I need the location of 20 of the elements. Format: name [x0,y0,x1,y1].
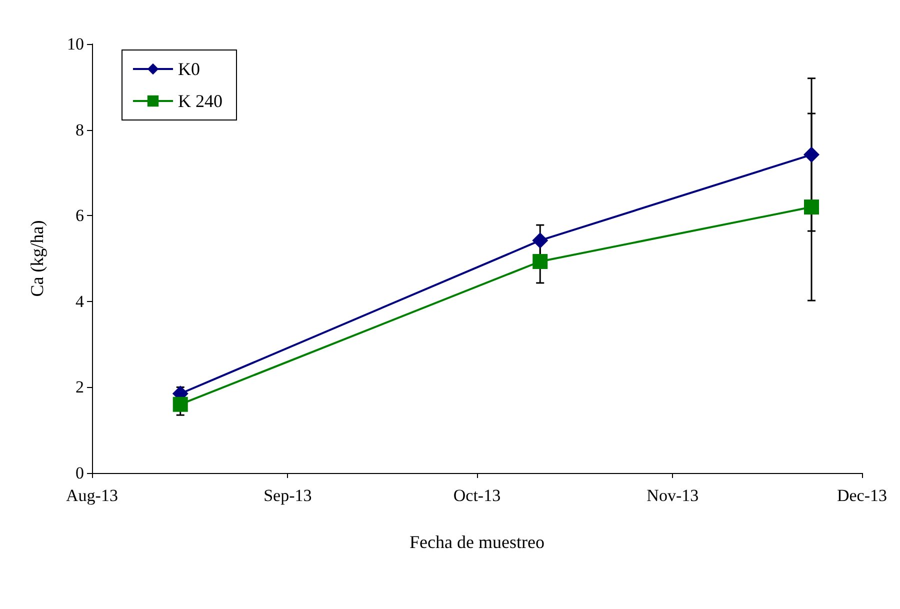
x-axis-title: Fecha de muestreo [410,532,544,552]
point [804,200,820,215]
point [804,146,820,163]
x-tick-label: Nov-13 [646,486,699,505]
y-tick-label: 2 [76,378,84,397]
x-tick-label: Sep-13 [264,486,312,505]
point [532,232,548,248]
legend-label: K0 [178,59,200,79]
y-tick-label: 8 [76,120,84,140]
legend-label: K 240 [178,91,222,111]
y-tick-label: 10 [67,34,84,54]
y-tick-label: 4 [76,292,84,311]
y-tick-label: 0 [76,464,84,482]
point [172,396,188,412]
point [532,254,548,270]
x-tick-label: Dec-13 [836,486,888,505]
y-tick-label: 6 [76,206,84,226]
x-tick-label: Oct-13 [453,486,501,505]
y-axis-title: Ca (kg/ha) [27,220,47,297]
x-tick-label: Aug-13 [66,486,118,505]
